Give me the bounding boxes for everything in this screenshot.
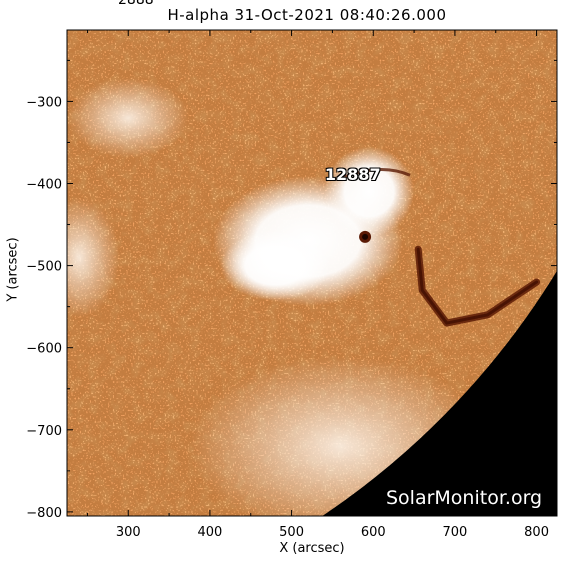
cutoff-top-text: 2888 — [118, 0, 154, 8]
active-region-label: 12887 — [324, 165, 381, 185]
x-tick-label: 500 — [279, 525, 304, 540]
bright-patch-upper-left — [68, 77, 189, 158]
dark-arc-feature — [344, 168, 411, 179]
y-tick-label: −500 — [26, 260, 62, 275]
plot-frame — [66, 29, 558, 517]
y-tick-label: −600 — [26, 342, 62, 357]
chart-title: H-alpha 31-Oct-2021 08:40:26.000 — [167, 6, 447, 24]
x-tick-label: 300 — [116, 525, 141, 540]
filament-arc-core — [416, 247, 539, 325]
y-tick-label: −400 — [26, 178, 62, 193]
axes: 300 400 500 600 700 800 −300 −400 −500 −600 −700 −8… — [26, 29, 558, 540]
plage-lower-lobe — [220, 230, 331, 301]
x-axis-label: X (arcsec) — [279, 541, 345, 556]
watermark-text: SolarMonitor.org — [386, 487, 543, 509]
plot-area — [67, 30, 557, 516]
y-tick-label: −700 — [26, 424, 62, 439]
x-tick-label: 700 — [443, 525, 468, 540]
x-tick-label: 600 — [361, 525, 386, 540]
x-tick-label: 400 — [198, 525, 223, 540]
x-tick-label: 800 — [524, 525, 549, 540]
bright-patch-left — [67, 197, 120, 318]
plage-upper-lobe — [324, 146, 415, 237]
y-tick-label: −300 — [26, 95, 62, 110]
y-tick-label: −800 — [26, 506, 62, 521]
sunspot-umbra — [362, 233, 369, 240]
y-axis-label: Y (arcsec) — [5, 237, 21, 302]
off-disk-region — [322, 270, 557, 516]
